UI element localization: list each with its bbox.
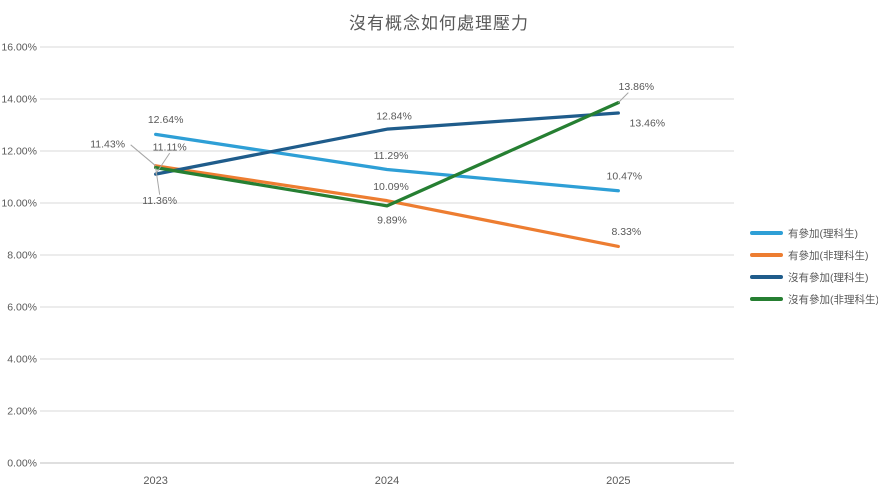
y-axis-tick-label: 4.00% [7,354,37,366]
data-label-leader-line [155,167,161,195]
y-axis-tick-label: 14.00% [1,94,37,106]
data-label-leader-line [130,144,156,167]
series-line-3 [154,101,620,208]
y-axis-tick-label: 2.00% [7,406,37,418]
series-line-1 [154,164,620,249]
data-label: 12.84% [376,111,412,123]
data-label: 10.09% [373,181,409,193]
data-label: 11.43% [90,138,125,150]
y-axis-tick-label: 12.00% [1,146,37,158]
data-label: 12.64% [148,114,184,126]
data-label-leader-line [155,152,171,175]
series-line-2 [154,111,620,176]
y-axis-tick-label: 6.00% [7,302,37,314]
chart-title: 沒有概念如何處理壓力 [349,14,529,33]
data-label: 11.36% [142,195,177,207]
legend-label: 沒有參加(理科生) [788,271,869,284]
y-axis-tick-label: 10.00% [1,198,37,210]
series-line-0 [154,132,620,193]
data-label: 8.33% [611,226,641,238]
chart-legend: 有參加(理科生) 有參加(非理科生) 沒有參加(理科生) 沒有參加(非理科生) [750,222,878,310]
legend-item-2: 沒有參加(理科生) [750,266,878,288]
legend-line-swatch [750,275,783,279]
data-label: 11.29% [374,150,409,162]
data-label: 11.11% [153,142,187,154]
y-axis-tick-label: 8.00% [7,250,37,262]
legend-label: 有參加(非理科生) [788,249,869,262]
data-label-leader-line [617,92,629,103]
data-label: 9.89% [377,214,407,226]
data-label: 13.86% [619,81,655,93]
data-label: 13.46% [630,118,666,130]
data-label: 10.47% [607,170,643,182]
legend-item-3: 沒有參加(非理科生) [750,288,878,310]
y-axis-tick-label: 16.00% [1,42,37,54]
y-axis-tick-label: 0.00% [7,458,37,470]
legend-line-swatch [750,253,783,257]
legend-line-swatch [750,297,783,301]
legend-label: 沒有參加(非理科生) [788,293,878,306]
legend-label: 有參加(理科生) [788,227,858,240]
legend-item-1: 有參加(非理科生) [750,244,878,266]
legend-line-swatch [750,231,783,235]
legend-item-0: 有參加(理科生) [750,222,878,244]
x-axis-tick-label: 2025 [606,475,630,487]
x-axis-tick-label: 2024 [375,475,399,487]
x-axis-tick-label: 2023 [143,475,167,487]
